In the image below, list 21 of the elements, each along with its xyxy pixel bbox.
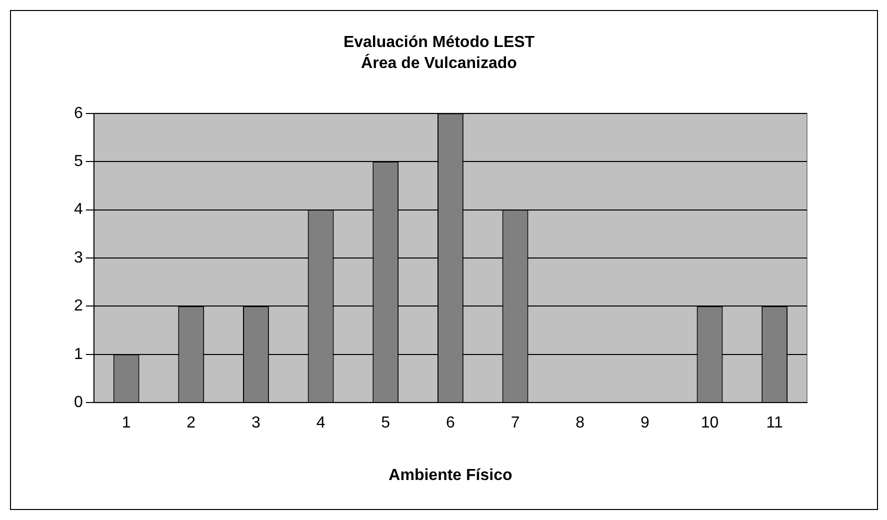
x-tick-label: 9 <box>640 414 650 432</box>
x-tick-label: 8 <box>576 414 585 432</box>
x-tick-label: 5 <box>381 414 390 432</box>
chart-title: Evaluación Método LEST <box>343 34 535 52</box>
y-tick-label: 1 <box>74 346 83 363</box>
y-tick-label: 0 <box>74 394 83 412</box>
x-tick-label: 4 <box>316 414 326 432</box>
x-tick-label: 7 <box>510 414 520 432</box>
x-tick-label: 6 <box>446 414 455 432</box>
x-axis-title: Ambiente Físico <box>388 466 512 484</box>
y-tick-label: 5 <box>74 153 83 170</box>
x-tick-label: 10 <box>700 414 719 432</box>
y-tick-label: 2 <box>74 298 83 315</box>
x-tick-label: 2 <box>186 414 196 432</box>
y-tick-label: 6 <box>74 104 83 122</box>
x-tick-label: 3 <box>252 414 261 432</box>
y-tick-label: 4 <box>74 201 83 218</box>
x-tick-label: 11 <box>766 414 783 432</box>
chart-subtitle: Área de Vulcanizado <box>361 53 518 72</box>
x-tick-label: 1 <box>122 414 131 432</box>
y-tick-label: 3 <box>74 249 83 266</box>
